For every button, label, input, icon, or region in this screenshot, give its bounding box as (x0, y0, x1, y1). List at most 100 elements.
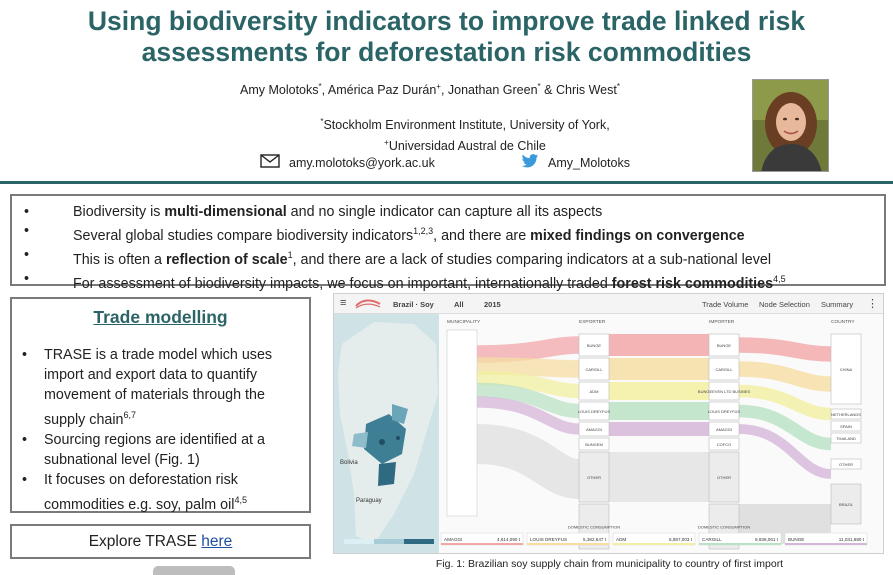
sankey-node-importer-label: COFCO (717, 442, 731, 447)
sankey-flow (738, 361, 832, 392)
bullet-marker: • (24, 223, 30, 239)
summary-bullet: • Biodiversity is multi-dimensional and n… (24, 203, 874, 222)
sankey-node-exporter-label: ADM (590, 389, 599, 394)
sankey-node-country-label: CHINA (840, 367, 853, 372)
author-name: América Paz Durán (327, 83, 437, 98)
sankey-node-importer-label: BUNGE (717, 343, 732, 348)
sankey-column-header: IMPORTER (709, 319, 735, 325)
title-line-1: Using biodiversity indicators to improve… (87, 6, 806, 36)
affiliation-1: Stockholm Environment Institute, Univers… (323, 118, 610, 133)
bullet-marker: • (22, 431, 28, 448)
bullet-text: , and there are (433, 227, 531, 244)
sankey-node-exporter-label: DOMESTIC CONSUMPTION (568, 525, 620, 530)
author-separator: , (321, 83, 328, 98)
sankey-flow (609, 382, 709, 400)
sankey-node-exporter-label: AMAGGI (586, 427, 602, 432)
sankey-flow (609, 402, 709, 420)
sankey-node-importer (708, 437, 740, 451)
sankey-node-exporter-label: LOUIS DREYFUS (578, 409, 611, 414)
bullet-marker: • (24, 246, 30, 263)
trade-modelling-list: • TRASE is a trade model which uses impor… (22, 345, 299, 515)
citation-sup: 6,7 (123, 410, 136, 420)
selected-node-chip-value: 4,614,090 t (497, 537, 521, 542)
brazil-choropleth-map[interactable]: Bolivia Paraguay (334, 314, 439, 553)
sankey-flow (609, 358, 709, 380)
sankey-node-country (830, 458, 862, 470)
sankey-flow (738, 404, 832, 451)
sankey-node-importer (708, 357, 740, 381)
sankey-node-country-label: OTHER (839, 462, 853, 467)
sankey-column-header: EXPORTER (579, 319, 606, 325)
sankey-node-country-label: NETHERLANDS (831, 412, 861, 417)
sankey-node-country (830, 420, 862, 432)
sankey-flow (476, 336, 580, 363)
trade-volume-selector[interactable]: Trade Volume (702, 300, 749, 309)
bullet-emphasis: multi-dimensional (164, 204, 287, 220)
bullet-marker: • (24, 204, 30, 220)
more-options-icon[interactable]: ⋮ (867, 298, 878, 310)
summary-box: • Biodiversity is multi-dimensional and n… (10, 194, 886, 291)
node-selection-selector[interactable]: Node Selection (759, 300, 810, 309)
selected-node-chip-bar (785, 543, 867, 545)
author-separator: , (440, 83, 448, 98)
trase-logo-icon (354, 297, 382, 311)
sankey-node-importer-label: BUNGEEVEN LTD BUSINES (698, 389, 750, 394)
sankey-node-exporter (578, 451, 610, 503)
sankey-flow (609, 452, 709, 502)
sankey-node-country-label: THAILAND (836, 436, 856, 441)
sankey-flow (609, 422, 709, 436)
trade-bullet: • TRASE is a trade model which uses impor… (22, 345, 299, 430)
bullet-text: For assessment of biodiversity impacts, … (73, 275, 612, 292)
summary-bullet: • This is often a reflection of scale1, a… (24, 246, 874, 270)
author-mark: * (318, 82, 322, 91)
selected-node-chip-name: BUNGE (788, 537, 804, 542)
sankey-flow (738, 384, 832, 421)
summary-selector[interactable]: Summary (821, 300, 854, 309)
sankey-diagram[interactable]: MUNICIPALITY EXPORTER IMPORTER COUNTRY BUNGE… (439, 314, 883, 553)
selected-node-chip-bar (527, 543, 609, 545)
filter-selector[interactable]: All (454, 300, 464, 309)
twitter-handle[interactable]: Amy_Molotoks (548, 156, 630, 170)
email-address[interactable]: amy.molotoks@york.ac.uk (289, 155, 435, 170)
trase-toolbar: ≡ Brazil · Soy All 2015 Trade Volume Nod… (334, 294, 883, 314)
sankey-node-exporter-label: CARGILL (585, 367, 603, 372)
header-divider (0, 181, 893, 184)
map-label-paraguay: Paraguay (356, 498, 382, 504)
selected-node-chip-name: LOUIS DREYFUS (530, 537, 567, 542)
sankey-node-country (830, 408, 862, 420)
explore-trase-link[interactable]: here (201, 533, 233, 550)
sankey-node-country-label: SPAIN (840, 424, 852, 429)
grey-tab (153, 566, 235, 575)
year-selector[interactable]: 2015 (484, 300, 501, 309)
sankey-column-header: MUNICIPALITY (447, 319, 481, 325)
sankey-node-country (830, 432, 862, 444)
sankey-node-importer-label: OTHER (717, 475, 731, 480)
sankey-node-exporter-label: BUNGEM (585, 442, 603, 447)
bullet-text: It focuses on deforestation risk commodi… (44, 471, 238, 513)
sankey-column-header: COUNTRY (831, 319, 855, 325)
selected-node-chip-bar (441, 543, 523, 545)
explore-trase-box: Explore TRASE here (10, 524, 311, 559)
author-list: Amy Molotoks*, América Paz Durán+, Jonat… (240, 82, 620, 97)
selected-node-chip-bar (699, 543, 781, 545)
twitter-contact[interactable]: Amy_Molotoks (521, 154, 630, 172)
selected-node-chip-value: 9,936,061 t (755, 537, 779, 542)
author-separator: & (540, 83, 556, 98)
bullet-marker: • (22, 347, 28, 363)
menu-icon[interactable]: ≡ (340, 297, 347, 309)
author-photo (752, 79, 829, 172)
sankey-node-exporter-label: BUNGE (587, 343, 602, 348)
email-contact[interactable]: amy.molotoks@york.ac.uk (260, 154, 435, 171)
commodity-selector[interactable]: Brazil · Soy (393, 300, 434, 309)
explore-text: Explore TRASE (88, 533, 202, 550)
trase-figure: ≡ Brazil · Soy All 2015 Trade Volume Nod… (333, 293, 884, 554)
summary-bullet: • Several global studies compare biodiver… (24, 222, 874, 246)
sankey-node-importer (708, 421, 740, 437)
sankey-node-exporter (578, 381, 610, 401)
bullet-text: TRASE is a trade model which uses import… (44, 347, 273, 428)
trade-bullet: • It focuses on deforestation risk commod… (22, 470, 299, 515)
map-label-bolivia: Bolivia (340, 460, 358, 466)
affiliation-mark: + (384, 138, 389, 148)
bullet-emphasis: reflection of scale (165, 251, 288, 268)
sankey-flow (476, 370, 580, 399)
